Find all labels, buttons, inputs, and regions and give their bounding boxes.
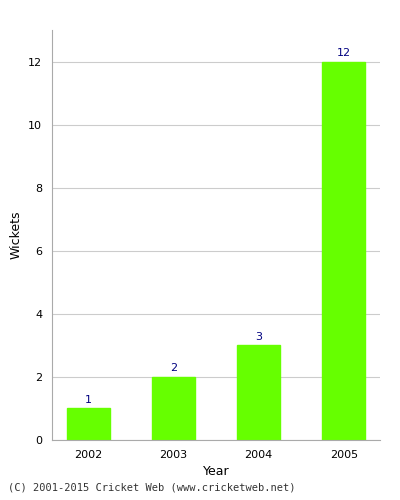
Bar xyxy=(67,408,110,440)
Text: 3: 3 xyxy=(255,332,262,342)
Text: 2: 2 xyxy=(170,363,177,373)
X-axis label: Year: Year xyxy=(203,466,229,478)
Text: 12: 12 xyxy=(337,48,351,58)
Y-axis label: Wickets: Wickets xyxy=(10,211,22,259)
Bar xyxy=(152,377,195,440)
Text: (C) 2001-2015 Cricket Web (www.cricketweb.net): (C) 2001-2015 Cricket Web (www.cricketwe… xyxy=(8,482,296,492)
Bar xyxy=(322,62,365,440)
Text: 1: 1 xyxy=(85,394,92,404)
Bar xyxy=(237,346,280,440)
